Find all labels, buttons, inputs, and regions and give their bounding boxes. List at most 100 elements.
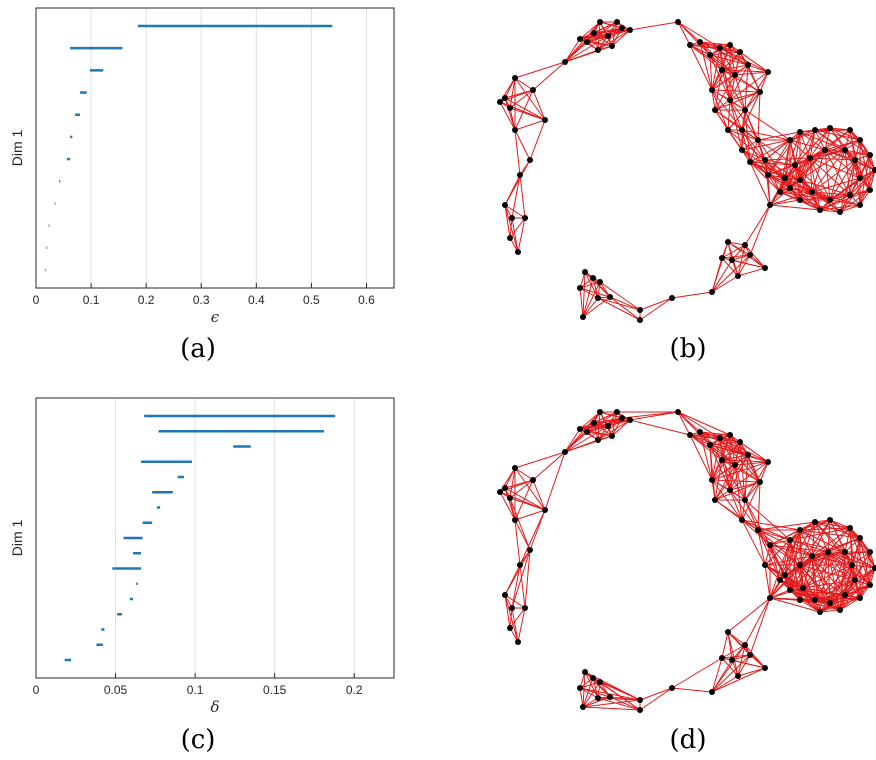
network-node [735,273,741,279]
network-edge [714,109,743,131]
network-edge [827,527,851,553]
network-edge [819,194,851,211]
network-node [809,189,815,195]
network-node [530,477,536,483]
network-edge [784,131,801,179]
network-node [755,137,761,143]
network-edge [592,277,599,299]
network-edge [564,35,609,63]
network-node [857,202,863,208]
network-edge [579,425,609,430]
network-node [527,157,533,163]
network-edge [629,419,691,436]
network-edge [519,564,526,609]
network-node [687,42,693,48]
network-node [497,489,503,495]
network-node [842,147,848,153]
network-edge [844,149,871,156]
network-node [797,562,803,568]
network-edge [814,594,846,601]
network-edge [767,174,813,193]
network-edge [582,699,641,708]
network-edge [844,579,856,596]
network-edge [509,217,513,239]
network-edge [532,451,566,481]
network-edge [504,174,521,206]
network-edge [579,287,611,298]
network-edge [749,161,771,206]
network-node [725,239,731,245]
network-node [607,694,613,700]
network-edge [677,411,711,446]
network-edge [504,204,519,253]
network-node [742,497,748,503]
network-edge [564,425,609,453]
network-edge [721,69,761,93]
network-edge [799,129,816,181]
network-node [797,597,803,603]
network-node [717,45,723,51]
y-axis-label: Dim 1 [9,130,25,167]
network-edge [711,667,766,693]
network-node [542,507,548,513]
network-edge [689,44,713,91]
network-edge [579,21,601,40]
network-node [597,679,603,685]
network-edge [811,519,831,557]
network-node [709,689,715,695]
network-edge [671,687,713,693]
network-node [607,294,613,300]
network-node [509,605,515,611]
network-edge [794,129,816,166]
network-edge [764,564,816,601]
network-edge [799,149,846,181]
network-edge [529,119,546,161]
network-edge [711,479,761,483]
network-edge [727,129,766,161]
network-edge [744,481,761,501]
network-edge [757,139,796,166]
network-node [515,249,521,255]
network-node [727,487,733,493]
network-edge [499,101,516,131]
network-node [800,585,806,591]
network-edge [721,454,749,461]
network-edge [764,159,786,179]
network-edge [579,417,623,430]
network-node [605,33,611,39]
network-node [577,685,583,691]
network-edge [784,539,791,576]
network-node [719,457,725,463]
network-edge [767,139,791,176]
network-edge [729,71,769,101]
network-node [742,107,748,113]
network-node [867,152,873,158]
network-node [762,562,768,568]
network-node [619,25,625,31]
network-edge [579,287,599,299]
network-edge [767,174,791,189]
network-edge [597,27,623,51]
network-edge [519,174,526,219]
network-node [502,592,508,598]
network-edge [741,519,759,531]
network-edge [749,139,791,163]
network-edge [582,706,641,711]
network-edge [844,551,876,569]
network-edge [504,487,546,511]
network-node [595,695,601,701]
network-edge [579,27,623,40]
network-edge [599,281,611,298]
network-edge [839,169,876,213]
network-edge [711,47,721,91]
network-edge [609,696,641,711]
network-node [614,19,620,25]
x-tick-label: 0.05 [104,683,128,697]
network-edge [517,217,526,253]
network-edge [827,551,856,581]
network-edge [809,129,816,159]
network-node [727,432,733,438]
network-node [697,39,703,45]
network-edge [621,411,679,419]
network-node [697,429,703,435]
